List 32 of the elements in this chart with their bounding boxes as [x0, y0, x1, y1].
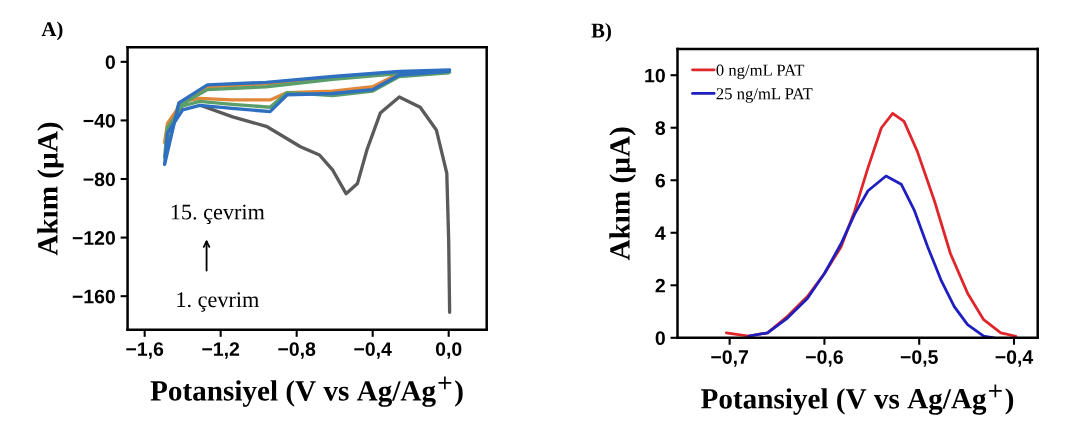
x-tick-label: −0,4	[995, 350, 1034, 367]
y-tick-label: −40	[83, 113, 115, 128]
chart-title: A)	[41, 21, 63, 41]
y-tick-label: 6	[655, 173, 665, 188]
x-tick-label: −0,7	[711, 350, 748, 367]
legend-label: 0 ng/mL PAT	[716, 64, 805, 80]
y-tick-label: −160	[72, 289, 115, 304]
x-tick-label: −0,6	[806, 350, 843, 367]
y-axis-title: Akım (µA)	[609, 127, 636, 261]
y-tick-label: −80	[83, 172, 115, 187]
y-tick-label: 0	[655, 331, 665, 346]
y-tick-label: −120	[72, 231, 115, 245]
x-axis-title: Potansiyel (V vs Ag/Ag$^{+}$)	[701, 384, 1014, 415]
line-series	[200, 95, 452, 314]
x-tick-label: 0,0	[435, 342, 462, 359]
y-tick-label: 8	[655, 121, 666, 135]
x-tick-label: −0,8	[278, 342, 316, 359]
y-tick-label: 4	[655, 226, 666, 240]
x-axis-title: Potansiyel (V vs Ag/Ag$^{+}$)	[150, 376, 463, 407]
x-tick-label: −1,2	[202, 342, 240, 359]
legend-label: 25 ng/mL PAT	[716, 88, 813, 103]
y-tick-label: 2	[655, 278, 665, 293]
x-tick-label: −0,5	[900, 350, 938, 367]
chart-title: B)	[591, 22, 611, 42]
annotation: 1. çevrim	[177, 292, 259, 312]
y-tick-label: 10	[645, 68, 665, 83]
y-axis-title: Akım (µA)	[37, 122, 64, 256]
x-tick-label: −0,4	[354, 342, 392, 359]
x-tick-label: −1,6	[126, 342, 164, 359]
annotation: 15. çevrim	[171, 204, 265, 225]
y-tick-label: 0	[105, 55, 115, 70]
line-series	[747, 174, 996, 338]
